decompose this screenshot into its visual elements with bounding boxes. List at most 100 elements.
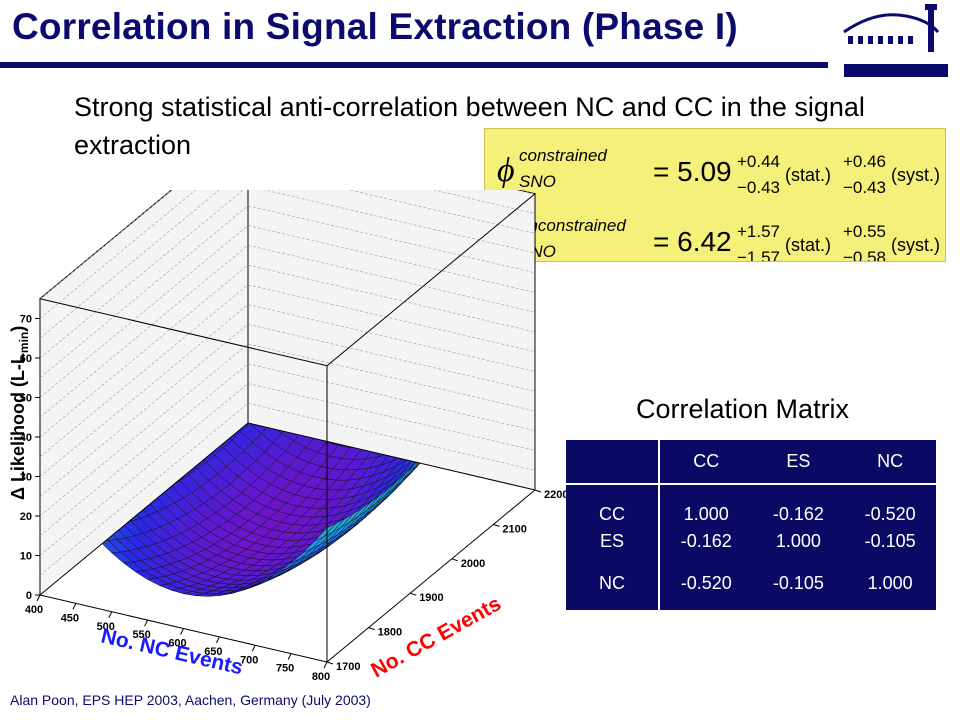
z-tick-label: 60 [20,353,32,365]
z-gridline [39,402,536,576]
slide-title: Correlation in Signal Extraction (Phase … [12,6,738,47]
title-underline [0,62,828,68]
flux-equations: ϕ constrained SNO = 5.09 +0.44 −0.43 (stat.) +0… [497,146,940,261]
matrix-cell: 1.000 [867,573,913,594]
matrix-cell: -0.105 [864,530,916,551]
x-tick [108,611,113,618]
z-gridline [39,190,536,339]
z-gridline [39,383,536,556]
z-gridline [39,190,536,319]
z-axis-title: Δ Likelihood (L-Lmin) [8,326,31,500]
x-tick-label: 550 [132,629,150,641]
y-tick-label: 1800 [378,627,402,639]
y-tick [534,489,542,493]
intro-text: Strong statistical anti-correlation betw… [74,92,865,160]
z-gridline [39,264,536,438]
y-tick [410,592,417,596]
flux-superscript: constrained [519,146,607,165]
syst-plus: +0.55 [843,222,886,241]
stat-plus: +1.57 [737,222,780,241]
matrix-cell: -0.162 [772,503,824,524]
correlation-matrix: CC ES NC CC 1.000 -0.162 -0.520 ES -0.16… [566,440,936,610]
y-tick-label: 2000 [461,558,485,570]
z-tick-label: 20 [20,511,32,523]
stat-label: (stat.) [785,165,831,185]
x-tick-label: 600 [168,638,186,650]
flux-value: = 5.09 [653,156,732,187]
x-tick [251,645,256,652]
z-tick-label: 40 [20,432,32,444]
z-tick-label: 0 [26,590,32,602]
y-tick-label: 2100 [502,523,526,535]
x-tick-label: 400 [25,604,43,616]
z-gridline [39,190,536,359]
x-tick-label: 750 [276,663,294,675]
z-gridline [39,284,536,457]
flux-equation-box: ϕ constrained SNO = 5.09 +0.44 −0.43 (stat.) +0… [484,128,946,262]
y-tick [326,661,334,665]
x-tick [72,603,77,610]
x-tick-label: 500 [97,621,115,633]
x-tick-label: 650 [204,646,222,658]
matrix-cell: 1.000 [683,503,729,524]
matrix-row-header: CC [566,483,660,525]
x-axis-title: No. NC Events [99,624,245,679]
matrix-title: Correlation Matrix [636,394,850,424]
matrix-cell: -0.105 [772,573,824,594]
flux-equation: ϕ constrained SNO = 5.09 +0.44 −0.43 (stat.) +0… [497,146,940,197]
syst-minus: −0.43 [843,178,886,197]
x-tick [36,594,41,602]
z-axis-title-close: ) [8,326,28,332]
matrix-row-header: ES [566,524,660,558]
z-axis-title-main: Δ Likelihood (L-L [8,353,28,500]
stat-minus: −0.43 [737,178,780,197]
z-gridline [39,323,536,497]
x-tick-label: 800 [312,671,330,683]
x-tick [144,619,149,627]
matrix-col-header: ES [752,440,845,485]
y-tick [451,558,458,562]
matrix-cell: -0.520 [680,573,732,594]
y-tick [493,523,500,527]
syst-label: (syst.) [891,235,940,255]
x-tick [180,628,184,635]
matrix-col-header: NC [844,440,936,485]
z-axis-title-sub: min [17,332,31,353]
matrix-cell: 1.000 [775,530,821,551]
z-tick-label: 70 [20,314,32,326]
phi-symbol: ϕ [497,152,515,189]
flux-superscript: unconstrained [519,216,626,235]
flux-subscript: SNO [519,172,556,191]
box-edge [326,489,536,663]
x-tick-label: 450 [61,612,79,624]
x-tick [215,636,220,644]
z-gridline [39,343,536,517]
z-gridline [39,225,536,398]
y-tick-label: 1900 [419,592,443,604]
likelihood-surface-plot: 0 10 20 30 40 50 60 70 400 450 500 550 600 650 700 750 8… [8,190,568,683]
matrix-row-header: NC [566,557,660,610]
z-tick-label: 50 [20,393,32,405]
y-tick-label: 2200 [544,489,568,501]
stat-minus: −1.57 [737,248,780,261]
z-gridline [39,205,536,378]
z-gridline [39,363,536,536]
stat-label: (stat.) [785,235,831,255]
z-tick-label: 30 [20,472,32,484]
box-edge [326,193,536,367]
matrix-col-header: CC [659,440,753,485]
matrix-corner [566,440,660,485]
matrix-cell: -0.162 [680,530,732,551]
x-tick [287,653,292,660]
z-tick-label: 10 [20,551,32,563]
z-gridline [39,304,536,477]
y-tick-label: 1700 [336,661,360,673]
syst-label: (syst.) [891,165,940,185]
surface-cell [314,523,336,542]
flux-value: = 6.42 [653,226,732,257]
z-gridline [39,244,536,418]
x-tick [323,661,328,669]
y-tick [368,627,375,631]
x-tick-label: 700 [240,654,258,666]
matrix-cell: -0.520 [864,503,916,524]
